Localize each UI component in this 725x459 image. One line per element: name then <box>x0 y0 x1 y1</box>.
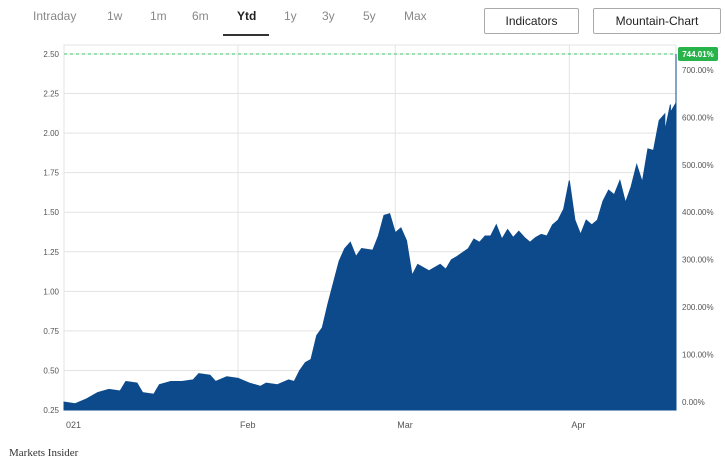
x-axis-tick-label: 021 <box>66 420 81 430</box>
price-area <box>63 54 677 411</box>
x-axis: 021 Feb Mar Apr <box>66 420 585 430</box>
left-axis-tick-label: 2.00 <box>43 129 59 138</box>
right-axis-tick-label: 300.00% <box>682 256 714 265</box>
chart-area <box>63 53 677 411</box>
tab-ytd[interactable]: Ytd <box>237 9 257 23</box>
left-axis-tick-label: 2.50 <box>43 50 59 59</box>
source-caption: Markets Insider <box>9 447 79 459</box>
left-axis-tick-label: 1.75 <box>43 169 59 178</box>
left-axis-tick-label: 1.00 <box>43 287 59 296</box>
time-range-tabs: Intraday 1w 1m 6m Ytd 1y 3y 5y Max <box>0 0 470 38</box>
tab-intraday[interactable]: Intraday <box>33 9 77 23</box>
x-axis-tick-label: Mar <box>397 420 413 430</box>
left-axis-tick-label: 2.25 <box>43 90 59 99</box>
right-axis-tick-label: 600.00% <box>682 113 714 122</box>
left-axis-tick-label: 0.75 <box>43 327 59 336</box>
right-axis-tick-label: 700.00% <box>682 66 714 75</box>
active-tab-indicator <box>223 34 269 36</box>
x-axis-tick-label: Apr <box>571 420 585 430</box>
tab-1y[interactable]: 1y <box>284 9 297 23</box>
left-axis: 0.25 0.50 0.75 1.00 1.25 1.50 1.75 2.00 2.25 2.50 <box>43 50 59 415</box>
last-value-badge: 744.01% <box>678 47 718 61</box>
right-axis-tick-label: 100.00% <box>682 351 714 360</box>
left-axis-tick-label: 0.25 <box>43 406 59 415</box>
tab-5y[interactable]: 5y <box>363 9 376 23</box>
left-axis-tick-label: 1.25 <box>43 248 59 257</box>
price-chart-svg: 0.25 0.50 0.75 1.00 1.25 1.50 1.75 2.00 2.25 2.50… <box>43 44 718 430</box>
chart-type-button[interactable]: Mountain-Chart <box>593 8 721 34</box>
right-axis: 0.00% 100.00% 200.00% 300.00% 400.00% 500.00%… <box>682 66 714 407</box>
badge-background <box>678 47 718 61</box>
x-axis-tick-label: Feb <box>240 420 256 430</box>
price-chart[interactable]: 0.25 0.50 0.75 1.00 1.25 1.50 1.75 2.00 2.25 2.50… <box>0 42 725 437</box>
badge-label: 744.01% <box>682 50 714 59</box>
tab-1m[interactable]: 1m <box>150 9 167 23</box>
right-axis-tick-label: 500.00% <box>682 161 714 170</box>
left-axis-tick-label: 0.50 <box>43 366 59 375</box>
indicators-button[interactable]: Indicators <box>484 8 579 34</box>
left-axis-tick-label: 1.50 <box>43 208 59 217</box>
right-axis-tick-label: 200.00% <box>682 303 714 312</box>
right-axis-tick-label: 0.00% <box>682 398 705 407</box>
tab-6m[interactable]: 6m <box>192 9 209 23</box>
tab-1w[interactable]: 1w <box>107 9 123 23</box>
tab-3y[interactable]: 3y <box>322 9 335 23</box>
right-axis-tick-label: 400.00% <box>682 208 714 217</box>
tab-max[interactable]: Max <box>404 9 427 23</box>
